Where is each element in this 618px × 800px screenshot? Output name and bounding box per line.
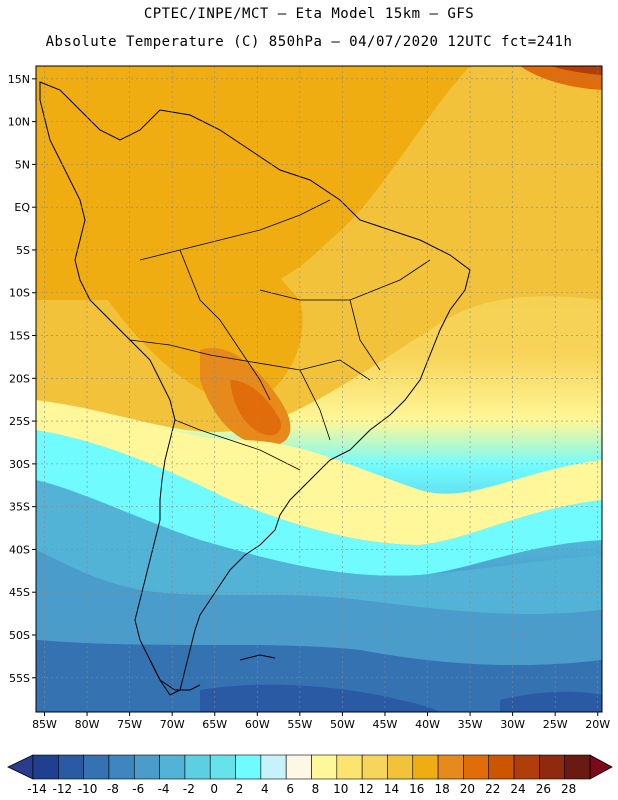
colorbar-swatch bbox=[285, 754, 312, 780]
lon-label: 75W bbox=[117, 718, 142, 731]
colorbar-swatch bbox=[184, 754, 211, 780]
lon-label: 80W bbox=[75, 718, 100, 731]
colorbar-label: 22 bbox=[485, 782, 500, 796]
colorbar-under-arrow bbox=[7, 754, 34, 780]
colorbar-label: 28 bbox=[561, 782, 576, 796]
lon-label: 50W bbox=[330, 718, 355, 731]
colorbar-swatch bbox=[159, 754, 186, 780]
colorbar-swatch bbox=[513, 754, 540, 780]
colorbar-label: 12 bbox=[358, 782, 373, 796]
map-title-line-1: CPTEC/INPE/MCT – Eta Model 15km – GFS bbox=[143, 6, 475, 22]
colorbar-swatch bbox=[83, 754, 110, 780]
colorbar-label: -10 bbox=[78, 782, 98, 796]
colorbar-swatch bbox=[209, 754, 236, 780]
lat-label: 15N bbox=[8, 73, 30, 86]
colorbar-label: -14 bbox=[27, 782, 47, 796]
temperature-map: 15N 10N 5N EQ 5S 10S 15S 20S 25S 30S 35S 40S 45S 50S 5… bbox=[8, 65, 610, 731]
colorbar-label: 6 bbox=[286, 782, 294, 796]
colorbar-label: -12 bbox=[53, 782, 73, 796]
plot-frame bbox=[35, 65, 603, 713]
lon-label: 85W bbox=[32, 718, 57, 731]
longitude-labels: 85W 80W 75W 70W 65W 60W 55W 50W 45W 40W 35W 30W 25W 2… bbox=[32, 712, 610, 731]
lon-label: 35W bbox=[458, 718, 483, 731]
colorbar-swatch bbox=[361, 754, 388, 780]
colorbar-label: 4 bbox=[261, 782, 269, 796]
lat-label: EQ bbox=[14, 201, 30, 214]
lat-label: 5N bbox=[15, 158, 30, 171]
colorbar: -14 -12 -10 -8 -6 -4 -2 0 2 4 6 8 10 12 14 16 18 20 22 24 26… bbox=[7, 754, 613, 796]
colorbar-swatch bbox=[437, 754, 464, 780]
colorbar-swatch bbox=[488, 754, 515, 780]
lat-label: 40S bbox=[9, 543, 30, 556]
colorbar-swatch bbox=[235, 754, 262, 780]
colorbar-label: 8 bbox=[312, 782, 320, 796]
colorbar-label: -4 bbox=[158, 782, 170, 796]
colorbar-label: -8 bbox=[107, 782, 119, 796]
colorbar-label: 26 bbox=[536, 782, 551, 796]
colorbar-swatch bbox=[32, 754, 59, 780]
colorbar-swatch bbox=[58, 754, 84, 780]
coastline bbox=[39, 81, 471, 696]
lon-label: 65W bbox=[202, 718, 227, 731]
colorbar-swatch bbox=[387, 754, 414, 780]
lat-label: 30S bbox=[9, 458, 30, 471]
lat-label: 45S bbox=[9, 586, 30, 599]
colorbar-label: 2 bbox=[236, 782, 244, 796]
colorbar-swatch bbox=[311, 754, 338, 780]
colorbar-swatch bbox=[336, 754, 363, 780]
lon-label: 45W bbox=[373, 718, 398, 731]
colorbar-swatch bbox=[412, 754, 439, 780]
lon-label: 70W bbox=[160, 718, 185, 731]
lat-label: 5S bbox=[16, 244, 30, 257]
colorbar-label: 14 bbox=[384, 782, 399, 796]
colorbar-swatch bbox=[260, 754, 287, 780]
colorbar-label: -2 bbox=[183, 782, 195, 796]
colorbar-swatch bbox=[463, 754, 490, 780]
colorbar-label: -6 bbox=[132, 782, 144, 796]
colorbar-label: 24 bbox=[510, 782, 525, 796]
lat-label: 15S bbox=[9, 330, 30, 343]
colorbar-label: 10 bbox=[333, 782, 348, 796]
lon-label: 60W bbox=[245, 718, 270, 731]
graticule bbox=[36, 66, 602, 712]
temperature-field bbox=[36, 66, 602, 712]
colorbar-swatch bbox=[108, 754, 135, 780]
lon-label: 25W bbox=[543, 718, 568, 731]
lon-label: 40W bbox=[415, 718, 440, 731]
colorbar-swatch bbox=[539, 754, 565, 780]
colorbar-label: 20 bbox=[460, 782, 475, 796]
latitude-labels: 15N 10N 5N EQ 5S 10S 15S 20S 25S 30S 35S 40S 45S 50S 5… bbox=[8, 73, 36, 685]
colorbar-swatch bbox=[564, 754, 591, 780]
lat-label: 50S bbox=[9, 629, 30, 642]
lat-label: 10S bbox=[9, 287, 30, 300]
lat-label: 55S bbox=[9, 672, 30, 685]
colorbar-label: 0 bbox=[210, 782, 218, 796]
map-title-line-2: Absolute Temperature (C) 850hPa – 04/07/… bbox=[45, 34, 573, 50]
lat-label: 25S bbox=[9, 415, 30, 428]
country-borders bbox=[129, 199, 431, 471]
colorbar-label: 18 bbox=[434, 782, 449, 796]
lon-label: 55W bbox=[287, 718, 312, 731]
lat-label: 35S bbox=[9, 501, 30, 514]
colorbar-swatch bbox=[133, 754, 160, 780]
lon-label: 30W bbox=[500, 718, 525, 731]
lat-label: 10N bbox=[8, 116, 30, 129]
lat-label: 20S bbox=[9, 372, 30, 385]
colorbar-over-arrow bbox=[589, 754, 613, 780]
lon-label: 20W bbox=[585, 718, 610, 731]
colorbar-label: 16 bbox=[409, 782, 424, 796]
